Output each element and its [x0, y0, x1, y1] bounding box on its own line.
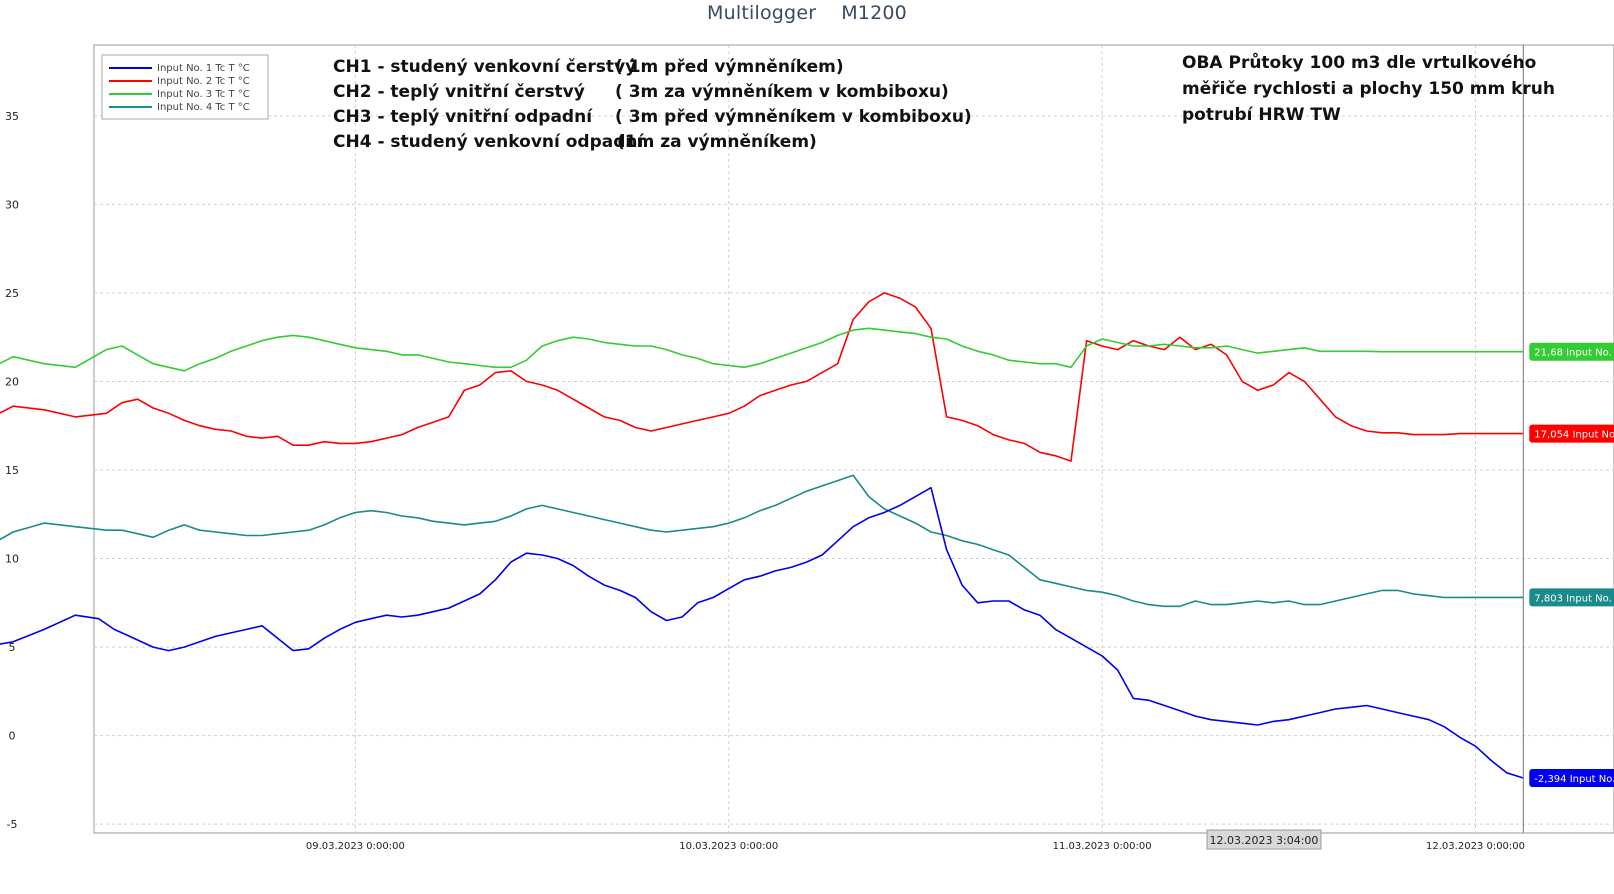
value-flags: -2,394 Input No. 1 Tc T °C 17,054 Input N…: [1529, 342, 1614, 787]
chart-title-name: Multilogger: [707, 2, 817, 24]
note-ch1: CH1 - studený venkovní čerstvý: [333, 57, 636, 77]
value-flag-text: 17,054 Input No. 2 Tc T °C: [1534, 430, 1614, 441]
value-flag-1: -2,394 Input No. 1 Tc T °C: [1529, 769, 1614, 787]
legend: Input No. 1 Tc T °C Input No. 2 Tc T °C …: [101, 54, 269, 120]
x-tick-label: 09.03.2023 0:00:00: [306, 841, 405, 852]
note-ch4-pos: (1m za výmněníkem): [617, 132, 817, 152]
y-tick-label: 10: [5, 553, 19, 566]
flow-note-line-3: potrubí HRW TW: [1182, 105, 1341, 125]
value-flag-text: 21,68 Input No. 3 Tc T °C: [1534, 348, 1614, 359]
value-flag-text: -2,394 Input No. 1 Tc T °C: [1534, 774, 1614, 785]
cursor-time-label[interactable]: 12.03.2023 3:04:00: [1206, 829, 1322, 850]
x-tick-label: 10.03.2023 0:00:00: [679, 841, 778, 852]
value-flag-box: [1529, 769, 1614, 787]
series-group: [0, 292, 1524, 779]
value-flag-box: [1529, 588, 1614, 607]
value-flag-box: [1529, 342, 1614, 361]
value-flag-2: 17,054 Input No. 2 Tc T °C: [1529, 424, 1614, 443]
y-tick-label: 0: [9, 730, 16, 743]
note-ch2: CH2 - teplý vnitřní čerstvý: [333, 82, 585, 102]
series-line-3: [0, 327, 1524, 372]
legend-label-1: Input No. 1 Tc T °C: [157, 63, 250, 74]
note-ch1-pos: ( 1m před výmněníkem): [615, 57, 844, 77]
y-tick-label: 20: [5, 375, 19, 388]
chart-title: Multilogger M1200: [0, 2, 1614, 24]
cursor-time-box: [1206, 829, 1322, 850]
value-flag-4: 7,803 Input No. 4 Tc T °C: [1529, 588, 1614, 607]
series-line-2: [0, 292, 1524, 462]
gridlines: [94, 45, 1614, 833]
series-line-1: [0, 486, 1524, 779]
plot-frame: [93, 44, 1614, 834]
y-tick-label: 35: [5, 110, 19, 123]
note-ch4: CH4 - studený venkovní odpadní: [333, 132, 645, 152]
channel-notes: CH1 - studený venkovní čerstvý ( 1m před…: [333, 57, 972, 152]
x-tick-label: 11.03.2023 0:00:00: [1053, 841, 1152, 852]
note-ch2-pos: ( 3m za výmněníkem v kombiboxu): [615, 82, 949, 102]
y-tick-label: 30: [5, 198, 19, 211]
y-tick-label: -5: [7, 818, 18, 831]
legend-label-4: Input No. 4 Tc T °C: [157, 102, 250, 113]
y-tick-label: 15: [5, 464, 19, 477]
value-flag-text: 7,803 Input No. 4 Tc T °C: [1534, 593, 1614, 604]
chart-title-model: M1200: [841, 2, 907, 24]
value-flag-box: [1529, 424, 1614, 443]
value-flag-3: 21,68 Input No. 3 Tc T °C: [1529, 342, 1614, 361]
legend-label-3: Input No. 3 Tc T °C: [157, 89, 250, 100]
series-line-4: [0, 474, 1524, 608]
y-tick-label: 5: [9, 641, 16, 654]
cursor-time-text: 12.03.2023 3:04:00: [1210, 834, 1319, 847]
x-tick-label: 12.03.2023 0:00:00: [1426, 841, 1525, 852]
note-ch3-pos: ( 3m před výmněníkem v kombiboxu): [615, 107, 972, 127]
legend-label-2: Input No. 2 Tc T °C: [157, 76, 250, 87]
legend-box: [101, 54, 269, 120]
flow-note: OBA Průtoky 100 m3 dle vrtulkového měřič…: [1182, 51, 1555, 125]
x-axis: 09.03.2023 0:00:00 10.03.2023 0:00:00 11.0…: [306, 841, 1525, 852]
flow-note-line-1: OBA Průtoky 100 m3 dle vrtulkového: [1182, 51, 1536, 73]
flow-note-line-2: měřiče rychlosti a plochy 150 mm kruh: [1182, 79, 1555, 99]
y-axis: -5 0 5 10 15 20 25 30 35: [5, 110, 19, 831]
note-ch3: CH3 - teplý vnitřní odpadní: [333, 107, 593, 127]
y-tick-label: 25: [5, 287, 19, 300]
